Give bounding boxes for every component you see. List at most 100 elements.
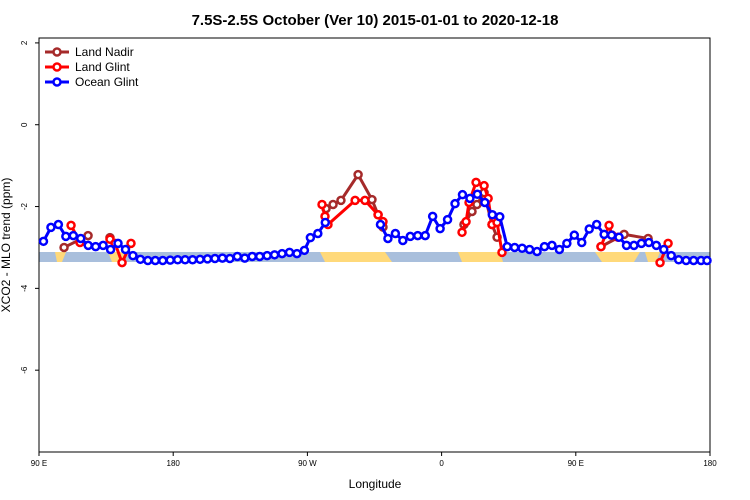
point — [269, 250, 280, 260]
point — [596, 241, 606, 252]
point — [547, 240, 557, 251]
plot-frame — [38, 37, 711, 453]
point — [172, 254, 183, 265]
point — [461, 216, 471, 227]
point — [328, 199, 338, 210]
point — [195, 254, 205, 265]
point — [360, 195, 370, 206]
point — [59, 242, 69, 253]
point — [375, 219, 386, 230]
point — [497, 247, 507, 258]
point — [240, 253, 250, 263]
point — [495, 212, 505, 222]
series-line — [63, 171, 649, 249]
point — [76, 233, 86, 244]
point — [61, 231, 71, 242]
point — [398, 235, 408, 246]
point — [614, 232, 624, 242]
point — [427, 211, 438, 222]
point — [457, 189, 468, 200]
point — [420, 230, 430, 241]
point — [584, 224, 594, 234]
point — [46, 222, 56, 233]
point — [702, 255, 712, 266]
point — [569, 230, 580, 240]
point — [390, 228, 401, 239]
point — [68, 230, 79, 241]
point — [165, 255, 175, 265]
point — [681, 255, 691, 266]
point — [187, 254, 198, 265]
point — [524, 244, 535, 255]
point — [353, 169, 363, 180]
point — [135, 254, 146, 265]
point — [604, 220, 614, 231]
y-tick-label: -6 — [20, 366, 29, 374]
point — [442, 214, 453, 225]
legend-label: Ocean Glint — [75, 75, 139, 89]
point — [412, 230, 423, 241]
point — [83, 230, 93, 241]
point — [126, 238, 136, 249]
legend-label: Land Glint — [75, 60, 130, 74]
legend-marker — [52, 77, 62, 87]
point — [480, 197, 490, 208]
point — [262, 250, 272, 261]
point — [405, 231, 416, 242]
point — [509, 242, 520, 253]
point — [472, 199, 482, 210]
point — [471, 177, 481, 188]
point — [320, 217, 331, 228]
point — [202, 254, 213, 264]
point — [636, 238, 647, 249]
point — [117, 257, 127, 268]
point — [113, 238, 123, 249]
point — [472, 189, 483, 200]
point — [90, 241, 101, 252]
point — [53, 219, 64, 230]
x-tick-label: 90 E — [568, 459, 584, 468]
point — [577, 237, 587, 248]
legend-label: Land Nadir — [75, 45, 134, 59]
point — [517, 243, 527, 254]
point — [66, 220, 76, 231]
point — [105, 244, 116, 255]
point — [373, 209, 383, 220]
point — [554, 244, 565, 255]
point — [487, 209, 498, 220]
point — [277, 248, 287, 259]
y-tick-label: 2 — [20, 40, 29, 45]
point — [663, 238, 673, 249]
x-tick-label: 0 — [439, 459, 444, 468]
point — [659, 244, 669, 255]
point — [383, 233, 393, 244]
x-tick-label: 90 W — [298, 459, 317, 468]
point — [317, 199, 327, 210]
point — [562, 238, 572, 249]
point — [621, 240, 632, 251]
legend-marker — [52, 62, 62, 72]
point — [599, 229, 609, 240]
point — [284, 247, 295, 258]
y-tick-label: 0 — [20, 122, 29, 127]
point — [120, 244, 131, 255]
point — [666, 250, 676, 261]
point — [467, 206, 477, 217]
point — [673, 254, 684, 265]
y-axis-label: XCO2 - MLO trend (ppm) — [0, 178, 13, 313]
point — [158, 255, 168, 266]
land-patches — [55, 252, 660, 262]
x-tick-label: 180 — [167, 459, 181, 468]
point — [539, 241, 550, 252]
point — [217, 253, 228, 263]
point — [479, 180, 489, 191]
point — [247, 251, 257, 262]
x-axis-label: Longitude — [349, 477, 402, 491]
point — [292, 248, 302, 259]
point — [98, 240, 108, 251]
point — [629, 240, 639, 251]
point — [336, 195, 346, 206]
point — [232, 251, 243, 262]
point — [457, 227, 467, 238]
point — [254, 251, 265, 262]
